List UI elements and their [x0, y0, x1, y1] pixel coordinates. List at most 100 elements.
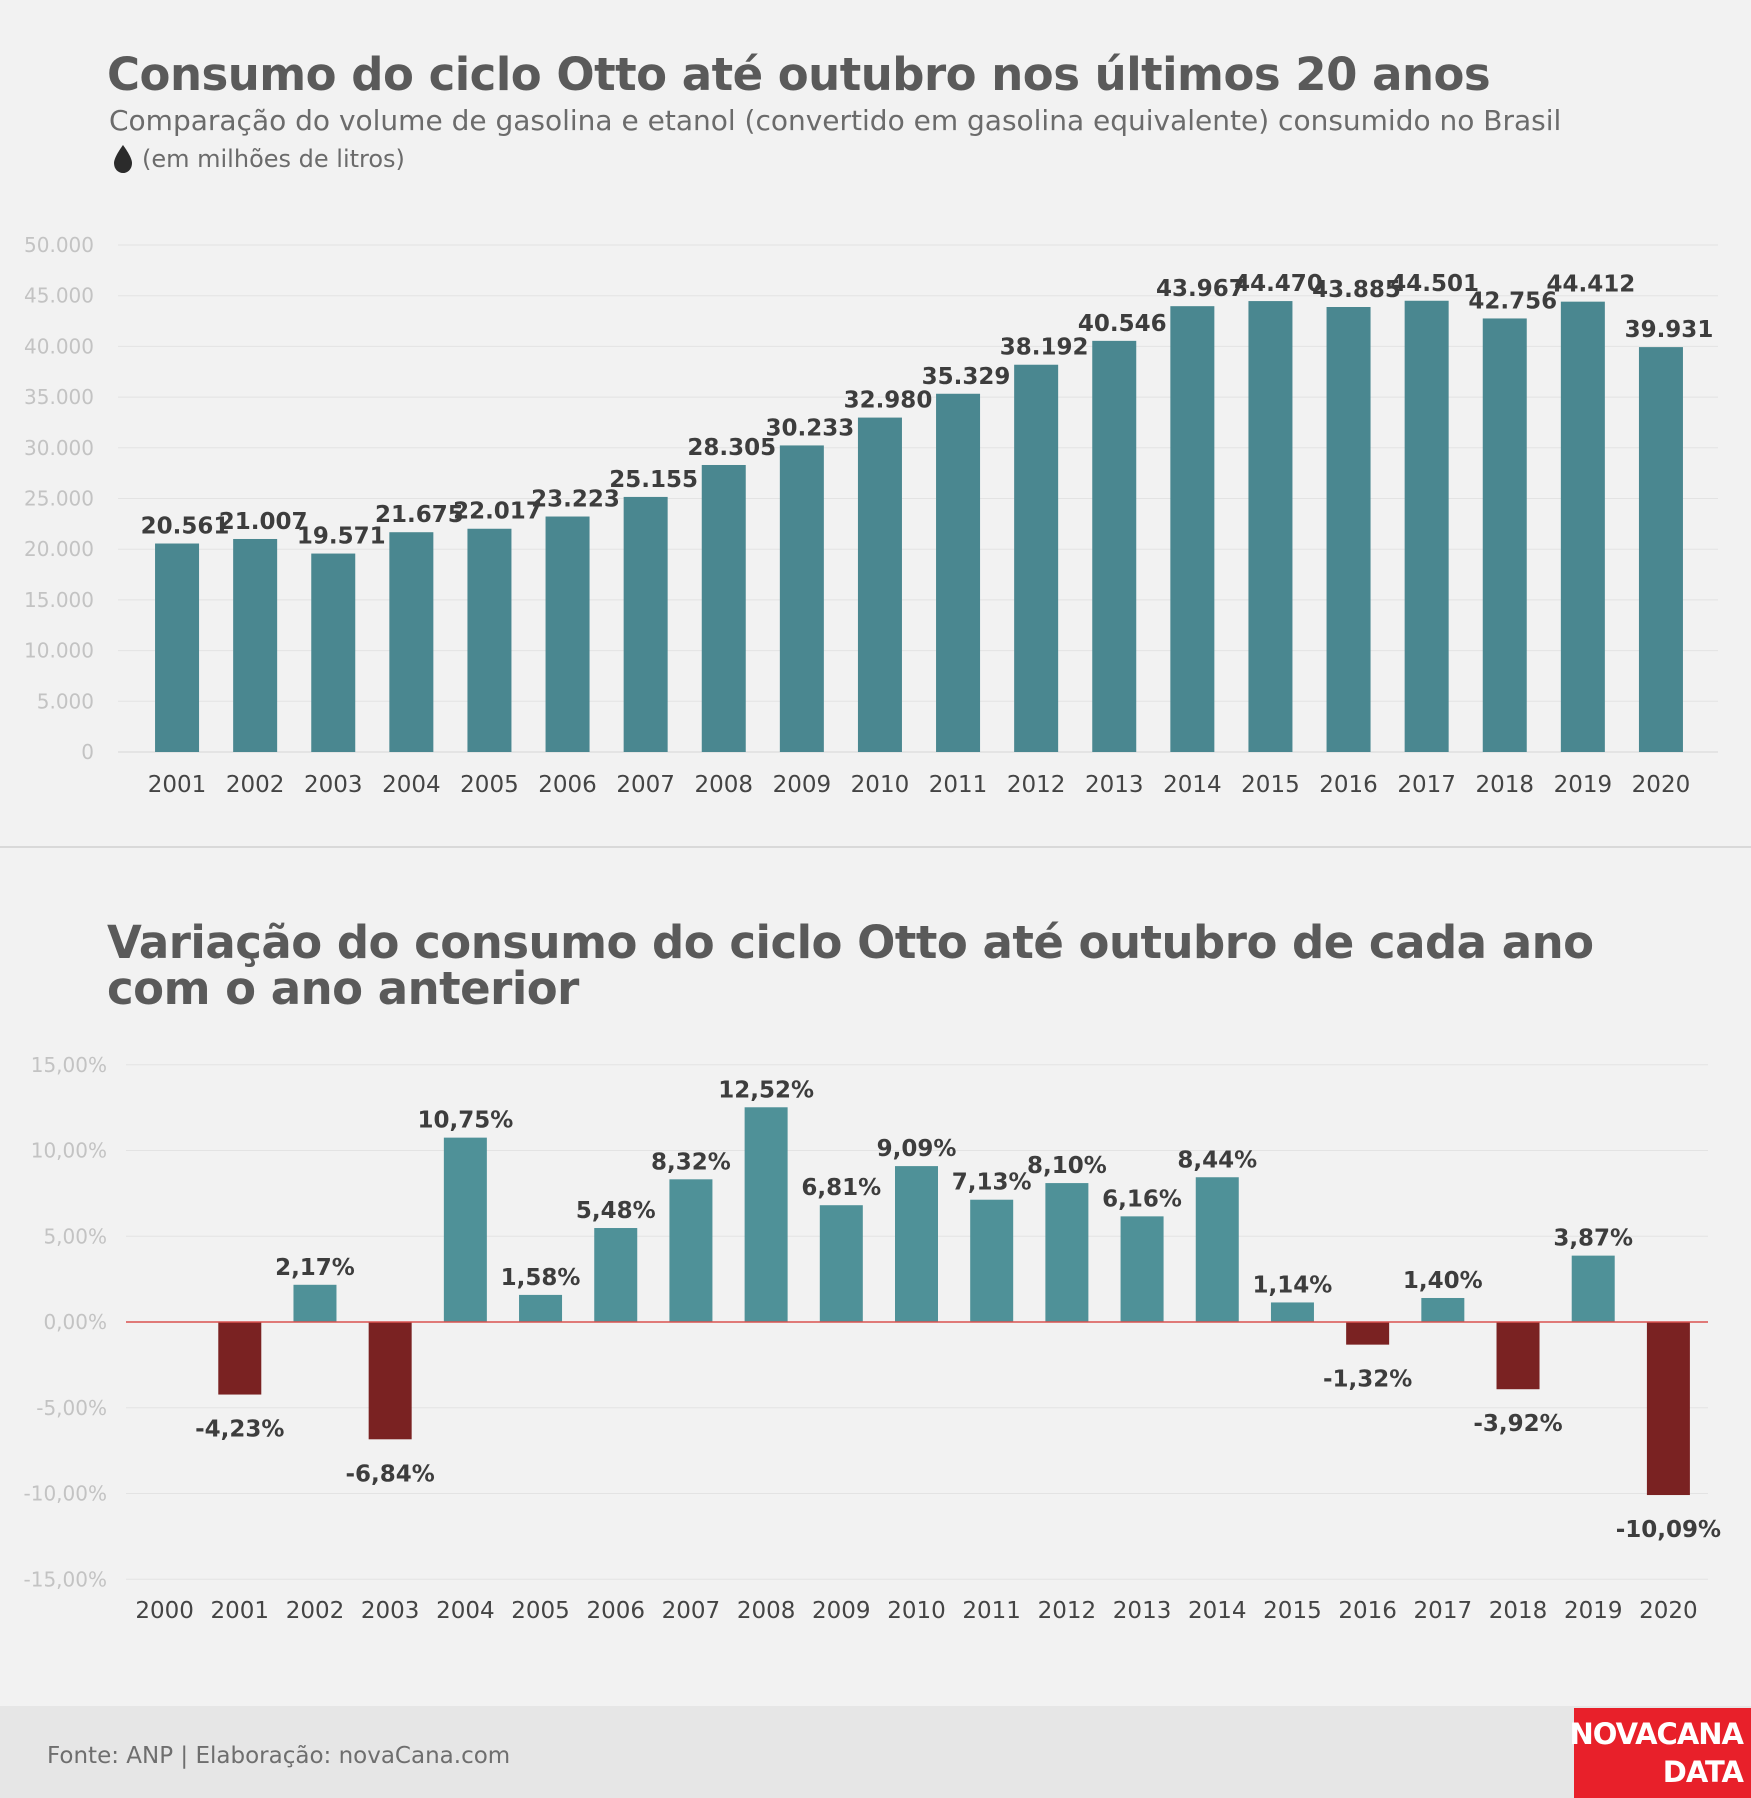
data-label: 7,13%	[952, 1170, 1032, 1196]
footer-bar	[0, 1706, 1751, 1798]
bar	[623, 496, 668, 752]
bar	[1560, 301, 1605, 752]
negative-bar	[1646, 1322, 1690, 1496]
x-tick-label: 2012	[1007, 772, 1066, 798]
data-label: 22.017	[453, 499, 542, 525]
x-tick-label: 2019	[1564, 1598, 1623, 1624]
y-tick-label: 25.000	[24, 487, 94, 511]
data-label: 38.192	[1000, 335, 1089, 361]
data-label: 6,81%	[801, 1175, 881, 1201]
x-tick-label: 2017	[1397, 772, 1456, 798]
positive-bar	[519, 1294, 563, 1322]
logo-line-2: DATA	[1662, 1755, 1744, 1789]
x-tick-label: 2013	[1085, 772, 1144, 798]
data-label: 21.675	[375, 502, 464, 528]
bar	[1014, 364, 1059, 752]
unit-label-row: (em milhões de litros)	[112, 144, 405, 174]
bar	[233, 538, 278, 752]
x-tick-label: 2008	[694, 772, 753, 798]
data-label: 40.546	[1078, 311, 1167, 337]
data-label: -6,84%	[345, 1461, 434, 1487]
x-tick-label: 2019	[1554, 772, 1613, 798]
data-label: 8,44%	[1177, 1147, 1257, 1173]
positive-bar	[970, 1199, 1014, 1322]
chart-title: Consumo do ciclo Otto até outubro nos úl…	[107, 48, 1491, 101]
positive-bar	[1571, 1255, 1615, 1322]
x-tick-label: 2010	[851, 772, 910, 798]
bar	[936, 393, 981, 752]
variation-chart-title: Variação do consumo do ciclo Otto até ou…	[107, 916, 1594, 1015]
data-label: 44.470	[1234, 271, 1323, 297]
x-tick-label: 2014	[1163, 772, 1222, 798]
bar	[857, 417, 902, 752]
data-label: 9,09%	[877, 1136, 957, 1162]
data-label: 44.501	[1390, 271, 1479, 297]
positive-bar	[1120, 1216, 1164, 1322]
x-tick-label: 2015	[1241, 772, 1300, 798]
bar	[1404, 300, 1449, 752]
data-label: 30.233	[765, 415, 854, 441]
x-tick-label: 2008	[737, 1598, 796, 1624]
data-label: 44.412	[1546, 272, 1635, 298]
source-credit: Fonte: ANP | Elaboração: novaCana.com	[47, 1743, 511, 1769]
data-label: 8,32%	[651, 1149, 731, 1175]
x-tick-label: 2006	[586, 1598, 645, 1624]
data-label: 43.967	[1156, 276, 1245, 302]
y-tick-label: 10,00%	[31, 1139, 107, 1163]
x-tick-label: 2016	[1319, 772, 1378, 798]
negative-bar	[1496, 1322, 1540, 1390]
x-tick-label: 2012	[1038, 1598, 1097, 1624]
x-tick-label: 2016	[1338, 1598, 1397, 1624]
data-label: 1,14%	[1253, 1272, 1333, 1298]
negative-bar	[368, 1322, 412, 1440]
y-tick-label: 0,00%	[43, 1310, 107, 1334]
bar	[155, 543, 200, 752]
bar	[311, 553, 356, 752]
data-label: 25.155	[609, 467, 698, 493]
x-tick-label: 2004	[382, 772, 441, 798]
x-tick-label: 2007	[662, 1598, 721, 1624]
x-tick-label: 2011	[962, 1598, 1021, 1624]
data-label: 42.756	[1468, 288, 1557, 314]
positive-bar	[744, 1107, 788, 1322]
x-tick-label: 2003	[361, 1598, 420, 1624]
chart-subtitle: Comparação do volume de gasolina e etano…	[109, 104, 1562, 137]
y-tick-label: 15,00%	[31, 1053, 107, 1077]
y-tick-label: -15,00%	[24, 1567, 107, 1591]
x-tick-label: 2014	[1188, 1598, 1247, 1624]
y-tick-label: 45.000	[24, 284, 94, 308]
x-tick-label: 2017	[1414, 1598, 1473, 1624]
x-tick-label: 2002	[286, 1598, 345, 1624]
positive-bar	[443, 1137, 487, 1322]
y-tick-label: 35.000	[24, 385, 94, 409]
x-tick-label: 2004	[436, 1598, 495, 1624]
data-label: 39.931	[1625, 317, 1714, 343]
data-label: 8,10%	[1027, 1153, 1107, 1179]
y-tick-label: -5,00%	[36, 1396, 107, 1420]
data-label: 1,58%	[501, 1265, 581, 1291]
y-tick-label: 20.000	[24, 537, 94, 561]
logo-line-1: NOVACANA	[1569, 1717, 1744, 1751]
y-tick-label: 10.000	[24, 639, 94, 663]
data-label: 5,48%	[576, 1198, 656, 1224]
data-label: 20.561	[141, 514, 230, 540]
negative-bar	[218, 1322, 262, 1395]
x-tick-label: 2003	[304, 772, 363, 798]
y-tick-label: 5.000	[37, 689, 94, 713]
bar	[1326, 307, 1371, 752]
positive-bar	[1270, 1302, 1314, 1322]
data-label: 32.980	[844, 388, 933, 414]
positive-bar	[819, 1205, 863, 1322]
data-label: 23.223	[531, 487, 620, 513]
data-label: 19.571	[297, 524, 386, 550]
x-tick-label: 2018	[1489, 1598, 1548, 1624]
bar	[701, 464, 746, 752]
x-tick-label: 2013	[1113, 1598, 1172, 1624]
data-label: 6,16%	[1102, 1186, 1182, 1212]
section-divider	[0, 846, 1751, 848]
bar	[779, 445, 824, 752]
x-tick-label: 2009	[812, 1598, 871, 1624]
positive-bar	[1195, 1177, 1239, 1322]
x-tick-label: 2010	[887, 1598, 946, 1624]
positive-bar	[293, 1284, 337, 1322]
